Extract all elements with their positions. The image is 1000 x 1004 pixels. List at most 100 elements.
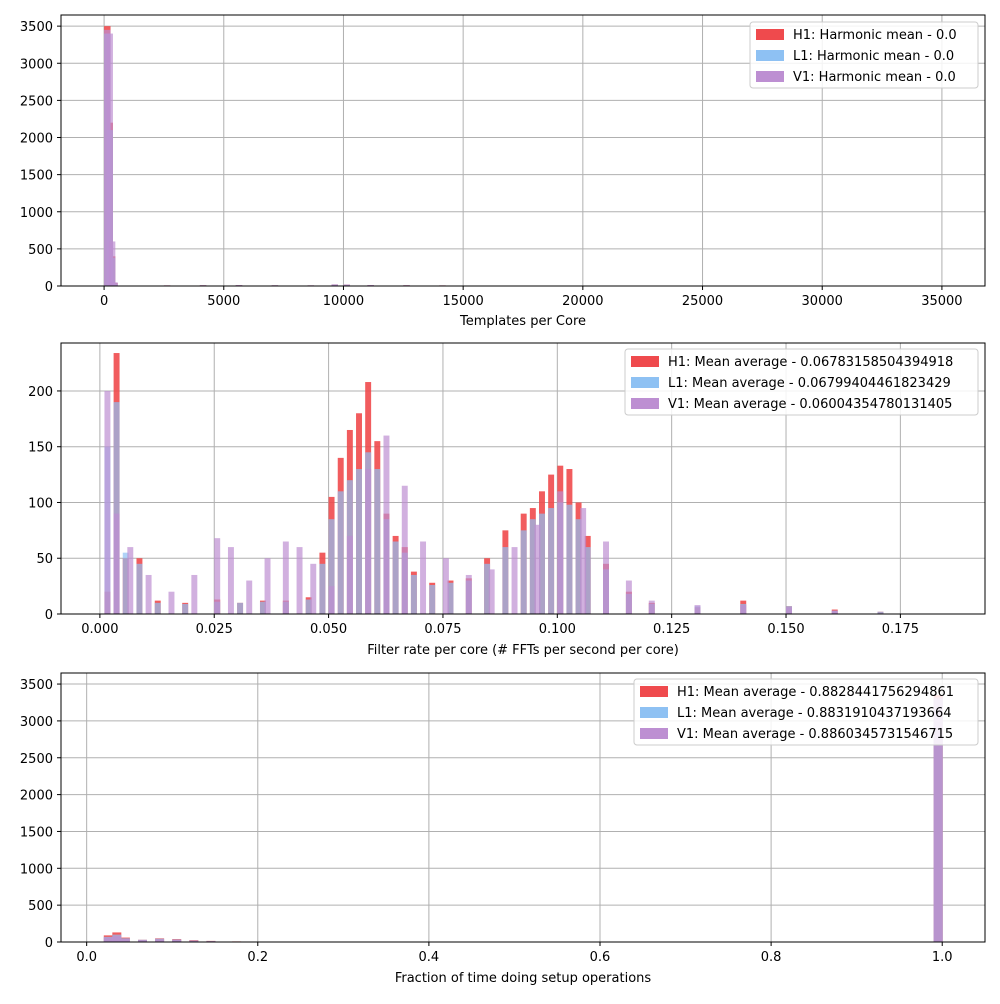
histogram-bar	[356, 469, 362, 614]
x-tick-label: 30000	[802, 294, 843, 309]
y-tick-label: 150	[28, 441, 53, 456]
x-tick-label: 0.6	[590, 950, 611, 965]
y-tick-label: 2000	[20, 132, 53, 147]
x-tick-label: 35000	[921, 294, 962, 309]
histogram-bar	[534, 525, 540, 614]
histogram-bar	[557, 491, 563, 614]
histogram-bar	[329, 586, 335, 614]
x-axis-label: Fraction of time doing setup operations	[395, 971, 652, 986]
legend-swatch-H1	[756, 29, 784, 40]
y-tick-label: 500	[28, 899, 53, 914]
histogram-bar	[283, 542, 289, 614]
legend-swatch-V1	[640, 728, 668, 739]
histogram-bar	[443, 558, 449, 614]
series-V1	[104, 30, 481, 286]
histogram-bar	[338, 491, 344, 614]
y-tick-label: 3000	[20, 715, 53, 730]
x-tick-label: 0.2	[247, 950, 268, 965]
histogram-bar	[214, 538, 220, 614]
legend-swatch-V1	[756, 71, 784, 82]
legend-swatch-H1	[631, 356, 659, 367]
y-tick-label: 1000	[20, 862, 53, 877]
series-H1	[104, 26, 481, 286]
histogram-bar	[521, 530, 527, 614]
y-tick-label: 0	[45, 608, 53, 623]
histogram-bar	[109, 241, 115, 286]
histogram-bar	[420, 542, 426, 614]
legend-swatch-V1	[631, 398, 659, 409]
histogram-bar	[626, 581, 632, 614]
histogram-bar	[489, 569, 495, 614]
histogram-bar	[374, 469, 380, 614]
x-tick-label: 0.0	[76, 950, 97, 965]
histogram-bar	[649, 601, 655, 614]
histogram-bar	[168, 592, 174, 614]
histogram-bar	[786, 607, 792, 614]
x-axis-label: Filter rate per core (# FFTs per second …	[367, 643, 679, 658]
histogram-bar	[603, 542, 609, 614]
legend: H1: Mean average - 0.06783158504394918L1…	[625, 349, 978, 415]
x-tick-label: 25000	[682, 294, 723, 309]
histogram-bar	[383, 436, 389, 614]
histogram-bar	[114, 514, 120, 614]
histogram-bar	[502, 547, 508, 614]
y-tick-label: 100	[28, 496, 53, 511]
legend-label-V1: V1: Mean average - 0.06004354780131405	[668, 397, 952, 412]
y-tick-label: 0	[45, 280, 53, 295]
histogram-bar	[365, 469, 371, 614]
histogram-bar	[512, 547, 518, 614]
histogram-bar	[832, 611, 838, 614]
histogram-bar	[111, 282, 117, 286]
y-tick-label: 1000	[20, 206, 53, 221]
x-tick-label: 0.125	[653, 622, 690, 637]
y-tick-label: 50	[36, 552, 53, 567]
x-tick-label: 0.075	[424, 622, 461, 637]
x-tick-label: 0.100	[539, 622, 576, 637]
histogram-bar	[319, 564, 325, 614]
histogram-bar	[146, 575, 152, 614]
x-tick-label: 20000	[562, 294, 603, 309]
legend-label-L1: L1: Harmonic mean - 0.0	[793, 49, 954, 64]
histogram-bar	[237, 603, 243, 614]
x-axis-label: Templates per Core	[459, 314, 586, 329]
x-tick-label: 0.000	[81, 622, 118, 637]
histogram-bar	[297, 547, 303, 614]
legend: H1: Mean average - 0.8828441756294861L1:…	[634, 679, 978, 745]
legend-label-L1: L1: Mean average - 0.06799404461823429	[668, 376, 951, 391]
legend-swatch-L1	[631, 377, 659, 388]
histogram-bar	[402, 486, 408, 614]
histogram-bar	[548, 508, 554, 614]
legend-label-L1: L1: Mean average - 0.8831910437193664	[677, 706, 952, 721]
y-tick-label: 0	[45, 936, 53, 951]
y-tick-label: 500	[28, 243, 53, 258]
legend: H1: Harmonic mean - 0.0L1: Harmonic mean…	[750, 22, 978, 88]
histogram-bar	[347, 536, 353, 614]
histogram-bar	[580, 508, 586, 614]
y-tick-label: 3500	[20, 678, 53, 693]
legend-swatch-H1	[640, 686, 668, 697]
y-tick-label: 2500	[20, 94, 53, 109]
histogram-bar	[104, 938, 113, 942]
histogram-bar	[695, 605, 701, 614]
x-tick-label: 15000	[442, 294, 483, 309]
y-tick-label: 3000	[20, 57, 53, 72]
histogram-bar	[136, 564, 142, 614]
histogram-bar	[182, 604, 188, 614]
x-tick-label: 0.025	[196, 622, 233, 637]
histogram-bar	[228, 547, 234, 614]
histogram-bar	[155, 603, 161, 614]
histogram-bar	[112, 936, 121, 942]
y-tick-label: 1500	[20, 169, 53, 184]
x-tick-label: 0.050	[310, 622, 347, 637]
legend-label-V1: V1: Harmonic mean - 0.0	[793, 70, 956, 85]
legend-swatch-L1	[640, 707, 668, 718]
x-tick-label: 0.150	[767, 622, 804, 637]
legend-swatch-L1	[756, 50, 784, 61]
x-tick-label: 0.8	[761, 950, 782, 965]
histogram-bar	[104, 391, 110, 614]
y-tick-label: 1500	[20, 825, 53, 840]
